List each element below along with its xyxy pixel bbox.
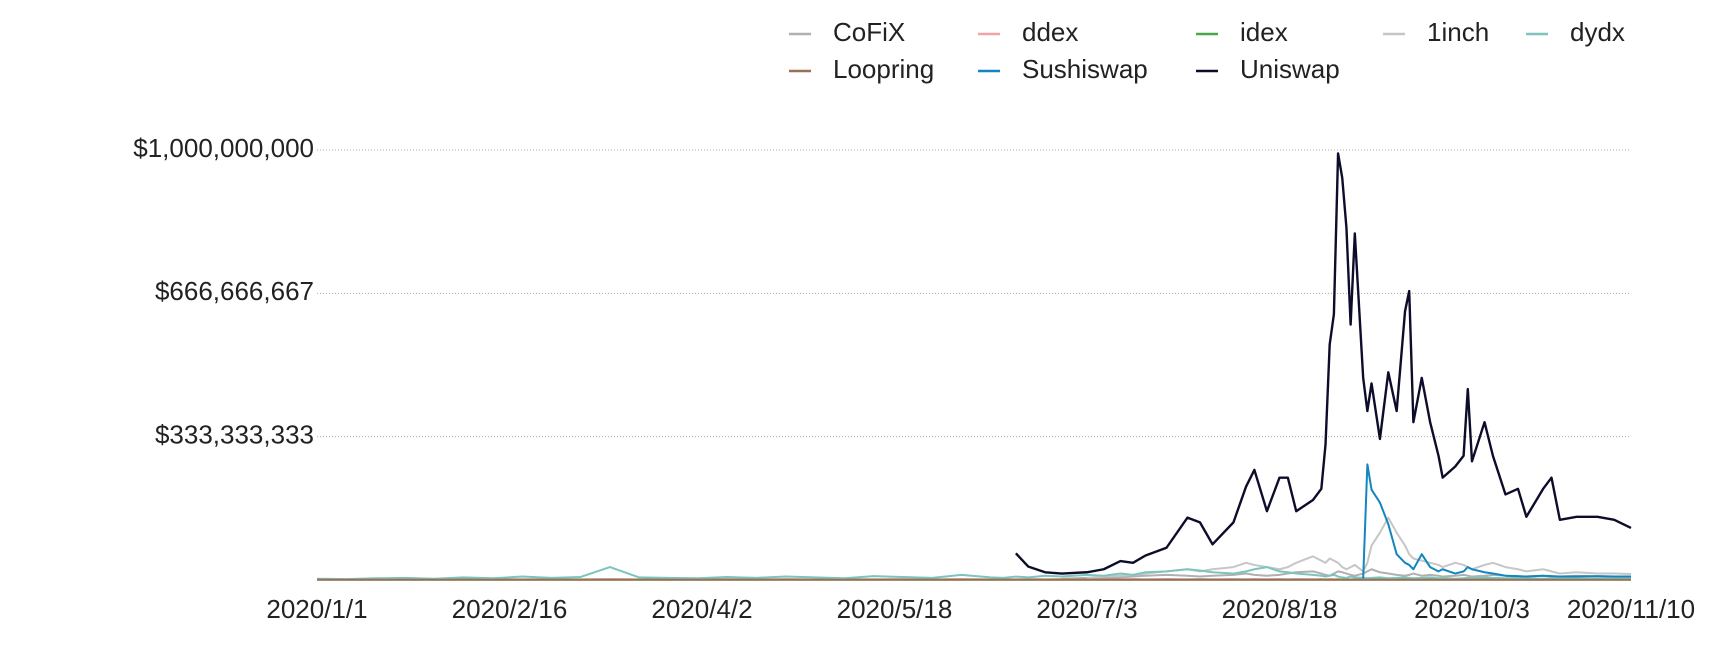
legend-label[interactable]: dydx	[1570, 17, 1625, 47]
legend-label[interactable]: ddex	[1022, 17, 1078, 47]
x-tick-label: 2020/10/3	[1414, 594, 1530, 624]
series-line	[1362, 463, 1631, 579]
legend-label[interactable]: 1inch	[1427, 17, 1489, 47]
y-tick-label: $1,000,000,000	[133, 133, 314, 163]
legend-label[interactable]: CoFiX	[833, 17, 905, 47]
series-line	[1086, 516, 1632, 579]
legend-label[interactable]: Uniswap	[1240, 54, 1340, 84]
y-tick-label: $666,666,667	[155, 276, 314, 306]
series-line	[316, 566, 1631, 581]
x-tick-label: 2020/1/1	[266, 594, 367, 624]
legend-label[interactable]: Sushiswap	[1022, 54, 1148, 84]
legend-label[interactable]: Loopring	[833, 54, 934, 84]
x-tick-label: 2020/2/16	[452, 594, 568, 624]
y-tick-label: $333,333,333	[155, 420, 314, 450]
x-tick-label: 2020/8/18	[1222, 594, 1338, 624]
x-tick-label: 2020/7/3	[1036, 594, 1137, 624]
legend-label[interactable]: idex	[1240, 17, 1288, 47]
x-tick-label: 2020/11/10	[1567, 594, 1695, 624]
x-tick-label: 2020/4/2	[651, 594, 752, 624]
x-tick-label: 2020/5/18	[837, 594, 953, 624]
series-line	[1014, 152, 1632, 575]
